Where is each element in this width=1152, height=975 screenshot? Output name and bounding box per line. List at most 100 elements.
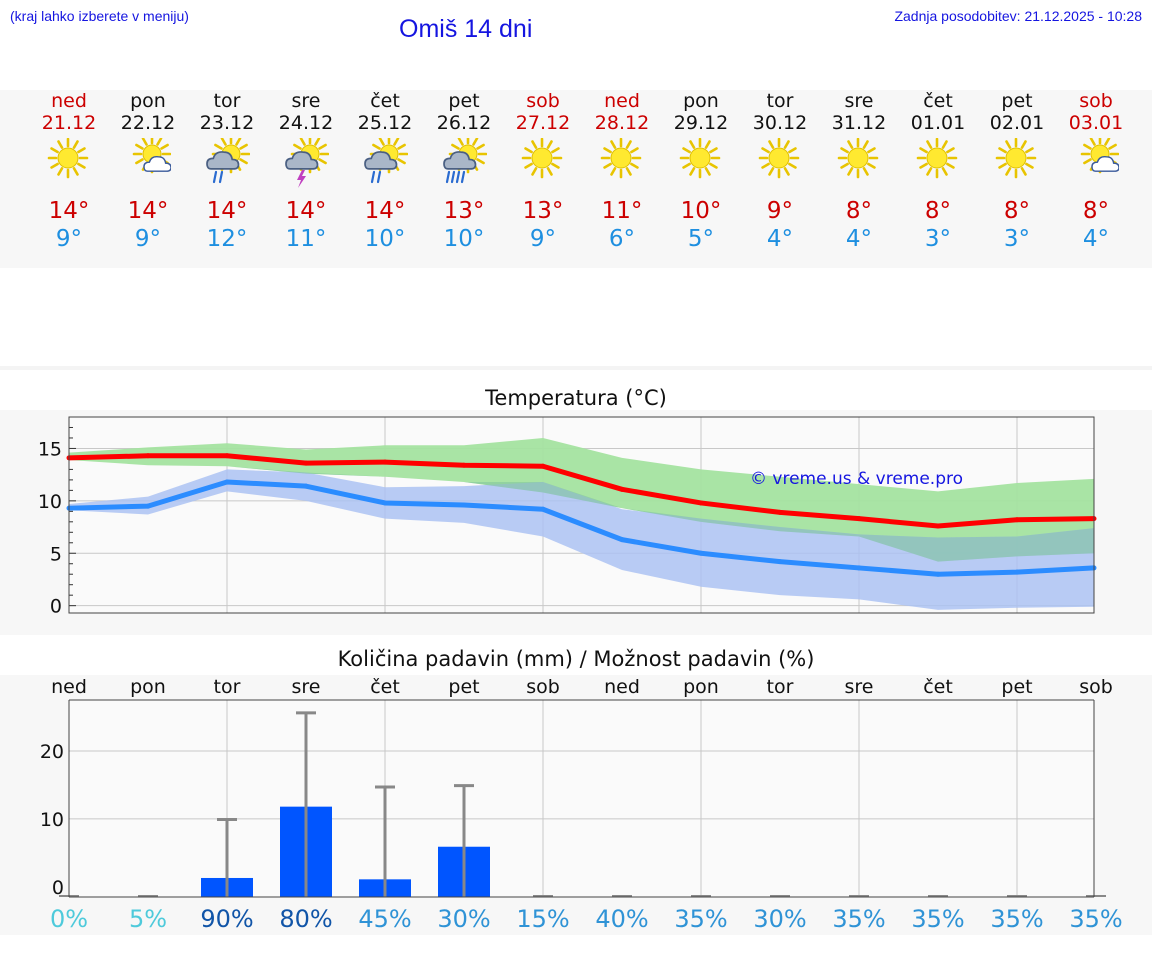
sun-shape [758,138,800,179]
precipitation-day-label: sob [1079,676,1113,698]
day-name: tor [766,90,794,112]
sun-heavy-rain-icon [443,138,487,184]
day-column: tor 23.12 14° 12° [188,90,267,252]
day-name: sob [1079,90,1113,112]
sun-ray [1020,140,1027,149]
precipitation-probability: 80% [279,905,332,933]
sun-ray [682,162,691,169]
sun-ray [318,158,327,165]
sun-icon [679,138,721,179]
precipitation-day-label: pet [448,676,479,698]
day-date: 24.12 [278,112,334,134]
min-temperature: 9° [134,226,162,252]
max-temperature: 10° [680,198,722,224]
precipitation-day-label: ned [604,676,640,698]
sun-ray [1083,158,1092,165]
sun-ray [546,167,553,176]
precipitation-probability: 0% [50,905,88,933]
temperature-plot-frame [68,416,1095,614]
page-title: Omiš 14 dni [399,15,533,43]
rain-drop [445,170,451,184]
day-date: 30.12 [752,112,808,134]
rain-drop [455,170,461,184]
max-temperature-point [698,500,704,506]
temperature-y-tick-label: 0 [50,596,62,618]
min-temperature-point [777,559,783,565]
sun-ray [1089,138,1096,146]
precipitation-day-label: tor [767,676,794,698]
sun-ray [761,147,770,154]
sun-cloud-icon [1080,138,1119,174]
sun-ray [998,147,1007,154]
max-temperature: 13° [443,198,485,224]
sun-ray [393,138,400,146]
sun-ray [610,167,617,176]
sun-icon [837,138,879,179]
sun-ray [788,162,797,169]
sun-ray [867,147,876,154]
precipitation-probability: 35% [1069,905,1122,933]
sun-ray [610,140,617,149]
sun-ray [768,140,775,149]
precipitation-probability: 90% [200,905,253,933]
day-date: 26.12 [436,112,492,134]
sun-ray [630,147,639,154]
sun-ray [239,158,248,165]
precipitation-probability: 45% [358,905,411,933]
sun-icon [600,138,642,179]
rain-drop [212,170,218,184]
day-date: 21.12 [41,112,97,134]
cloud-shape [206,151,240,170]
sun-ray [378,138,385,146]
sun-ray [1108,143,1117,150]
max-temperature-point [777,509,783,515]
min-temperature-point [145,503,151,509]
sun-ray [867,162,876,169]
day-name: pet [1001,90,1033,112]
sun-ray [603,162,612,169]
sun-ray [1005,140,1012,149]
sun-ray [524,162,533,169]
sun-ray [50,162,59,169]
cloud-shape [364,151,398,170]
daily-forecast-panel: ned 21.12 14° 9° pon 22.12 14° 9° tor 23.12 14° 12°… [0,90,1152,268]
sun-ray [946,147,955,154]
max-temperature-point [303,460,309,466]
precipitation-day-label: sre [292,676,321,698]
sun-ray [235,138,242,146]
sun-ray [220,138,227,146]
sun-shape [916,138,958,179]
sun-ray [998,162,1007,169]
sun-ray [457,138,464,146]
sun-ray [926,140,933,149]
max-temperature-point [1014,517,1020,523]
sun-ray [160,143,169,150]
sun-ray [72,167,79,176]
sun-shape [47,138,89,179]
sun-ray [946,162,955,169]
max-temperature: 14° [48,198,90,224]
max-temperature-point [856,516,862,522]
location-hint: (kraj lahko izberete v meniju) [10,8,189,24]
min-temperature-line [68,479,1095,577]
max-temperature: 14° [364,198,406,224]
min-temperature-point [224,479,230,485]
sun-ray [239,143,248,150]
precipitation-day-label: čet [370,676,400,698]
max-temperature: 14° [206,198,248,224]
precipitation-probability: 15% [516,905,569,933]
min-temperature: 6° [608,226,636,252]
min-temperature: 4° [845,226,873,252]
sun-ray [135,143,144,150]
day-column: pet 26.12 13° 10° [425,90,504,252]
precipitation-probability: 30% [437,905,490,933]
precipitation-y-tick-label: 10 [40,809,64,831]
precipitation-day-label: sre [845,676,874,698]
min-temperature: 11° [285,226,327,252]
temperature-y-tick-label: 15 [38,438,62,460]
sun-ray [531,167,538,176]
precipitation-y-tick-label: 0 [52,877,64,899]
sun-ray [941,140,948,149]
day-column: čet 01.01 8° 3° [899,90,978,252]
